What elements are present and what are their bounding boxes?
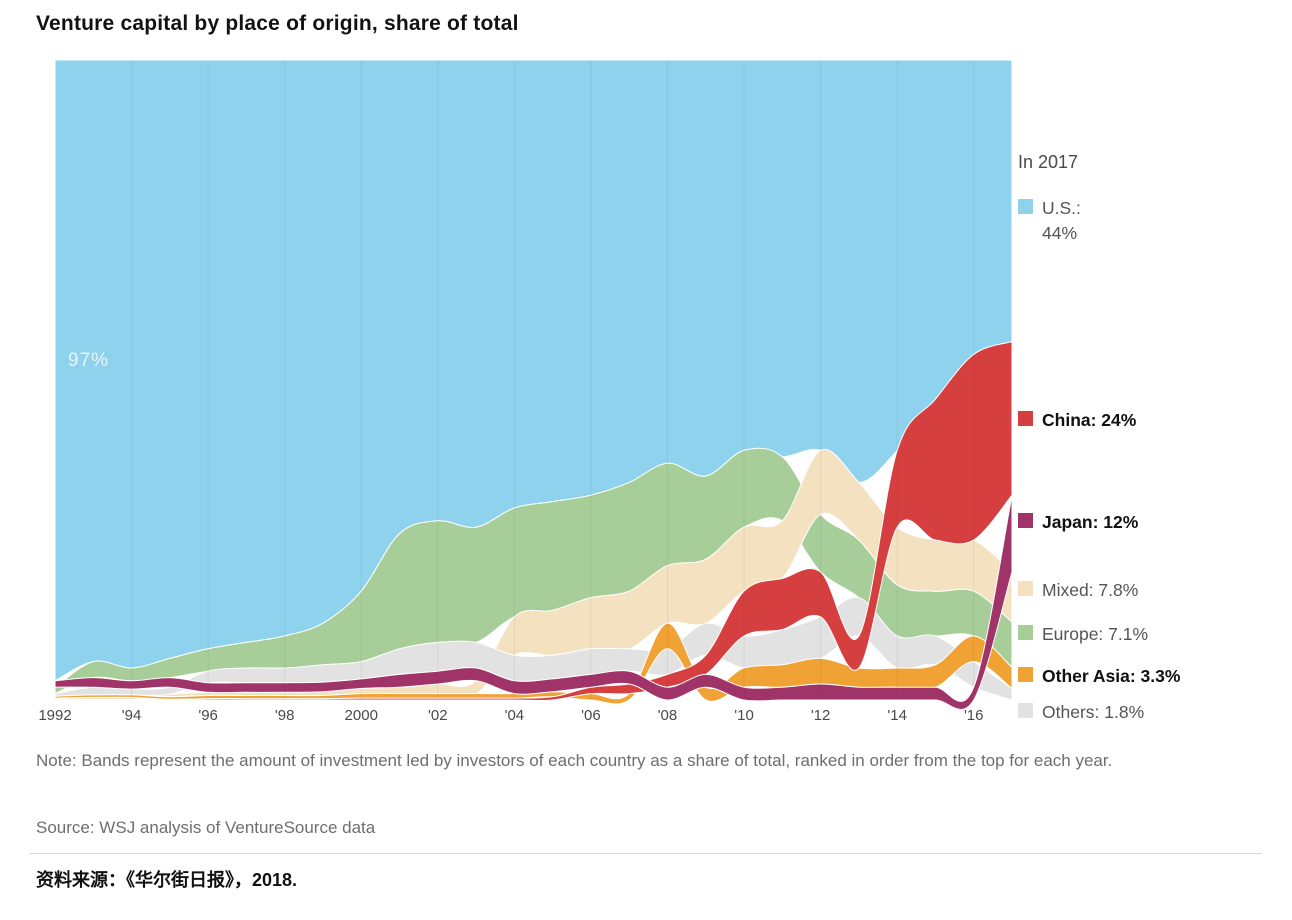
legend-label: Europe: 7.1% — [1042, 624, 1149, 644]
x-tick-label: '04 — [505, 707, 525, 724]
x-tick-label: '94 — [122, 707, 142, 724]
x-tick-label: '96 — [198, 707, 218, 724]
legend-swatch-other-asia — [1018, 667, 1033, 682]
legend-heading: In 2017 — [1018, 152, 1079, 172]
x-tick-label: '98 — [275, 707, 295, 724]
legend-swatch-japan — [1018, 513, 1033, 528]
legend-swatch-china — [1018, 411, 1033, 426]
legend-swatch-mixed — [1018, 581, 1033, 596]
x-tick-label: '06 — [581, 707, 601, 724]
x-tick-label: '10 — [734, 707, 754, 724]
legend: In 2017 U.S.: 44% China: 24% Japan: 12% Mixe… — [1018, 0, 1290, 760]
legend-swatch-europe — [1018, 625, 1033, 640]
legend-label: Other Asia: 3.3% — [1042, 666, 1181, 686]
legend-entry-europe: Europe: 7.1% — [1018, 622, 1148, 647]
legend-entry-others: Others: 1.8% — [1018, 700, 1144, 725]
x-tick-label: '14 — [887, 707, 907, 724]
x-tick-label: '16 — [964, 707, 984, 724]
legend-entry-japan: Japan: 12% — [1018, 510, 1138, 535]
legend-swatch-others — [1018, 703, 1033, 718]
note-text: Note: Bands represent the amount of inve… — [36, 751, 1113, 770]
source-text: Source: WSJ analysis of VentureSource da… — [36, 818, 376, 837]
legend-entry-other-asia: Other Asia: 3.3% — [1018, 664, 1180, 689]
legend-entry-us: U.S.: 44% — [1018, 196, 1081, 247]
x-tick-label: 2000 — [345, 707, 378, 724]
legend-label: China: 24% — [1042, 410, 1137, 430]
chart-title: Venture capital by place of origin, shar… — [36, 12, 519, 35]
legend-entry-china: China: 24% — [1018, 408, 1136, 433]
x-tick-label: 1992 — [38, 707, 71, 724]
legend-label: Others: 1.8% — [1042, 702, 1145, 722]
x-tick-label: '08 — [658, 707, 678, 724]
band-china — [54, 340, 1013, 701]
legend-label: U.S.: 44% — [1042, 198, 1081, 244]
legend-label: Japan: 12% — [1042, 512, 1139, 532]
us-1992-share-annotation: 97% — [68, 350, 110, 371]
legend-label: Mixed: 7.8% — [1042, 580, 1139, 600]
x-tick-label: '02 — [428, 707, 448, 724]
caption-zh: 资料来源：《华尔街日报》，2018. — [36, 870, 298, 890]
stacked-area-chart: 1992 '94 '96 '98 2000 '02 '04 '06 '08 '10 '12 '14 '1… — [38, 59, 1013, 724]
legend-entry-mixed: Mixed: 7.8% — [1018, 578, 1138, 603]
band-japan — [54, 495, 1013, 710]
x-tick-label: '12 — [811, 707, 831, 724]
legend-swatch-us — [1018, 199, 1033, 214]
divider — [30, 853, 1262, 854]
